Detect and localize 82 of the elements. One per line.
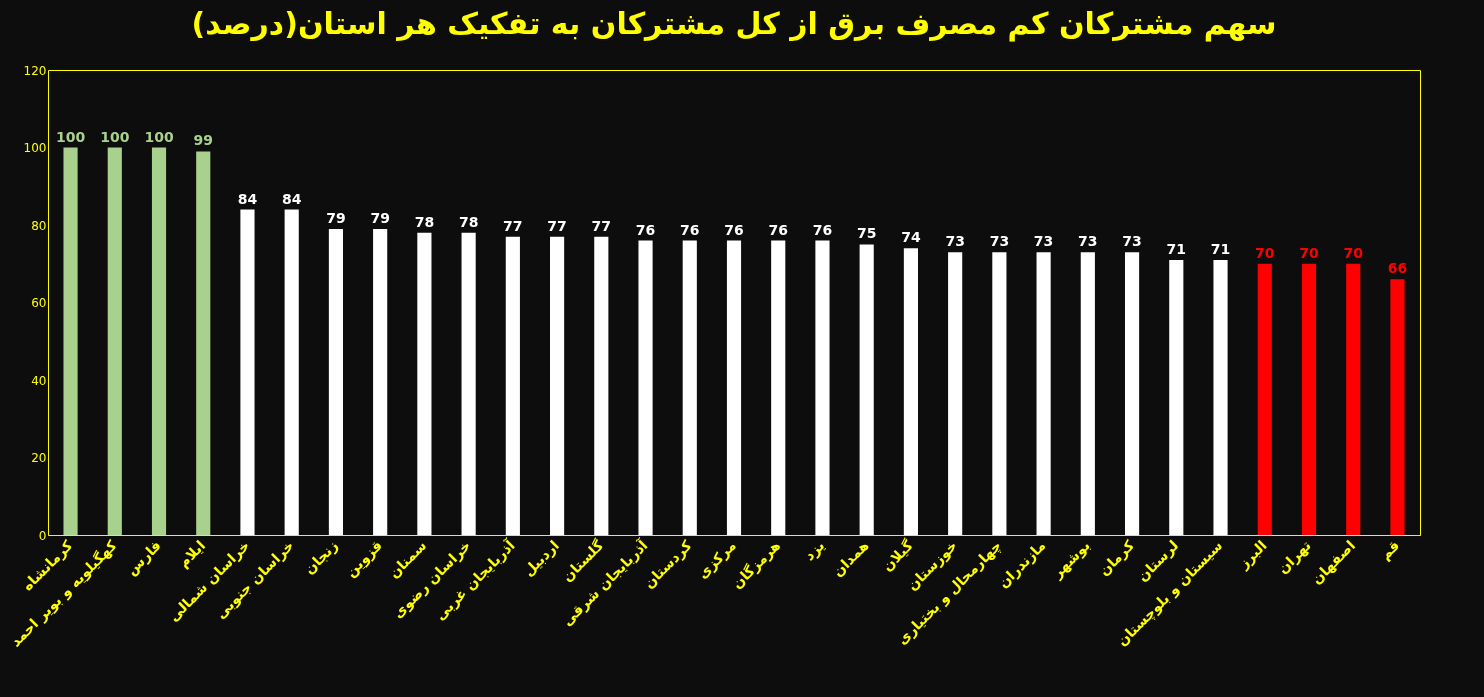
bar xyxy=(1213,259,1228,535)
data-label: 71 xyxy=(1210,240,1231,257)
y-tick-label: 100 xyxy=(23,141,47,155)
data-label: 75 xyxy=(856,225,877,242)
y-tick-label: 20 xyxy=(31,451,47,465)
bar xyxy=(461,232,476,535)
data-label: 77 xyxy=(503,217,523,234)
data-label: 77 xyxy=(547,217,567,234)
bar xyxy=(594,236,609,535)
bar xyxy=(815,240,830,535)
bar xyxy=(284,209,299,535)
y-tick-label: 120 xyxy=(23,63,47,78)
data-label: 70 xyxy=(1299,244,1319,261)
y-tick-label: 60 xyxy=(31,296,47,310)
data-label: 73 xyxy=(945,233,965,250)
bar xyxy=(948,252,963,535)
bar xyxy=(196,151,211,535)
data-label: 73 xyxy=(1122,233,1142,250)
bar xyxy=(373,228,388,535)
bar xyxy=(1169,259,1184,535)
data-label: 66 xyxy=(1387,260,1408,277)
data-label: 84 xyxy=(237,190,258,207)
x-tick-label: همدان xyxy=(829,537,872,580)
bar xyxy=(63,147,78,535)
data-label: 74 xyxy=(901,229,921,246)
bar xyxy=(1080,252,1095,535)
data-label: 70 xyxy=(1255,244,1275,261)
data-label: 100 xyxy=(55,128,86,145)
data-label: 79 xyxy=(326,209,346,226)
x-tick-label: سمنان xyxy=(385,537,430,582)
x-tick-label: یزد xyxy=(801,537,829,565)
data-label: 99 xyxy=(193,132,213,149)
x-tick-label: قم xyxy=(1376,537,1403,563)
y-tick-label: 40 xyxy=(31,373,47,388)
data-label: 78 xyxy=(458,213,479,230)
bar xyxy=(771,240,786,535)
data-label: 76 xyxy=(768,221,788,238)
y-tick-label: 0 xyxy=(38,528,47,543)
data-label: 79 xyxy=(370,209,390,226)
data-label: 73 xyxy=(989,233,1010,250)
bar xyxy=(550,236,565,535)
bar xyxy=(1124,252,1140,535)
data-label: 100 xyxy=(100,128,130,145)
bar xyxy=(638,240,653,535)
data-label: 76 xyxy=(635,221,656,238)
x-tick-label: بوشهر xyxy=(1048,537,1094,583)
bar xyxy=(992,252,1007,535)
x-tick-label: فارس xyxy=(123,537,164,579)
data-label: 84 xyxy=(281,190,302,207)
data-label: 100 xyxy=(144,128,174,145)
y-tick-label: 80 xyxy=(31,218,47,233)
bar xyxy=(1301,263,1317,535)
bar xyxy=(726,240,742,535)
data-label: 78 xyxy=(414,213,435,230)
data-label: 73 xyxy=(1033,233,1054,250)
bar xyxy=(1346,263,1361,535)
x-tick-label: قزوین xyxy=(342,537,386,581)
data-label: 73 xyxy=(1078,233,1098,250)
x-tick-label: تهران xyxy=(1274,537,1315,578)
data-label: 70 xyxy=(1343,244,1364,261)
bar xyxy=(903,248,918,535)
data-label: 76 xyxy=(680,221,700,238)
data-label: 76 xyxy=(812,221,833,238)
data-label: 77 xyxy=(591,217,612,234)
bar xyxy=(1036,252,1051,535)
bar xyxy=(328,228,344,535)
data-label: 76 xyxy=(724,221,744,238)
data-label: 71 xyxy=(1166,240,1187,257)
bar xyxy=(240,209,255,535)
bar xyxy=(107,147,122,535)
bar xyxy=(505,236,520,535)
bar xyxy=(417,232,432,535)
x-tick-label: البرز xyxy=(1234,537,1271,573)
bar xyxy=(1390,279,1405,535)
bar xyxy=(682,240,697,535)
chart-title: سهم مشترکان کم مصرف برق از کل مشترکان به تفکیک هر استان(درصد) xyxy=(191,6,1277,42)
bar xyxy=(151,147,167,535)
x-tick-label: زنجان xyxy=(300,537,341,578)
x-tick-label: ایلام xyxy=(174,537,209,571)
bar xyxy=(859,244,874,535)
x-tick-label: اردبیل xyxy=(519,537,563,580)
bar xyxy=(1257,263,1272,535)
